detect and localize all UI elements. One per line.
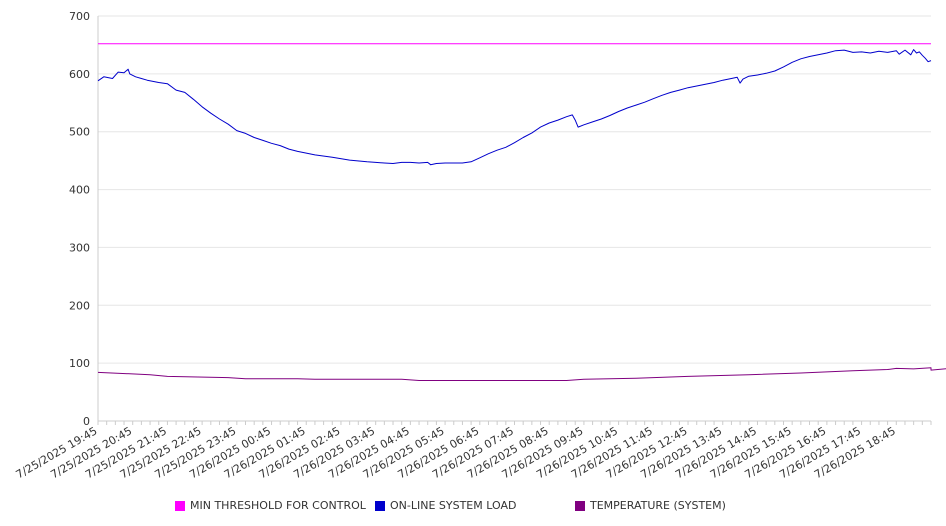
axes [97,16,932,425]
y-tick-label: 0 [83,415,90,428]
x-tick-labels: 7/25/2025 19:457/25/2025 20:457/25/2025 … [14,424,898,481]
legend-item-min-threshold: MIN THRESHOLD FOR CONTROL [175,499,366,512]
y-tick-label: 200 [69,299,90,312]
legend: MIN THRESHOLD FOR CONTROL ON-LINE SYSTEM… [0,496,946,516]
y-tick-label: 700 [69,10,90,23]
legend-item-temperature: TEMPERATURE (SYSTEM) [575,499,726,512]
series-lines [97,43,946,381]
legend-swatch-system-load [375,500,385,511]
legend-label-system-load: ON-LINE SYSTEM LOAD [390,499,517,512]
y-tick-labels: 0 100 200 300 400 500 600 700 [69,10,90,428]
legend-label-temperature: TEMPERATURE (SYSTEM) [590,499,726,512]
legend-swatch-temperature [575,500,585,511]
y-tick-label: 100 [69,357,90,370]
y-tick-label: 500 [69,126,90,139]
legend-swatch-min-threshold [175,500,185,511]
legend-label-min-threshold: MIN THRESHOLD FOR CONTROL [190,499,366,512]
system-load-line [97,49,932,166]
y-tick-label: 300 [69,241,90,254]
y-tick-label: 600 [69,68,90,81]
y-tick-label: 400 [69,184,90,197]
line-chart: 0 100 200 300 400 500 600 700 7/25/2025 19:457/… [14,10,946,481]
legend-item-system-load: ON-LINE SYSTEM LOAD [375,499,516,512]
grid-lines [98,15,931,364]
temperature-line [97,367,946,381]
